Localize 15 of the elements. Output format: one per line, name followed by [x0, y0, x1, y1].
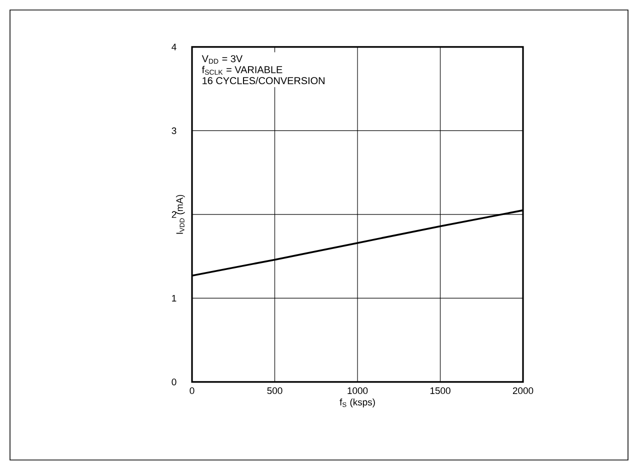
x-axis-title: f$_{S}$ (ksps) — [340, 398, 375, 408]
annotation: V$_{DD}$ = 3V — [202, 55, 243, 64]
y-axis-title: I$_{VDD}$ (mA) — [176, 194, 185, 234]
annotation: 16 CYCLES/CONVERSION — [202, 76, 324, 84]
y-tick-label: 2 — [172, 211, 176, 218]
y-tick-label: 1 — [172, 294, 176, 302]
x-tick-label: 2000 — [512, 387, 534, 394]
x-tick-label: 500 — [267, 387, 282, 394]
x-tick-label: 1500 — [430, 387, 450, 394]
annotation: f$_{SCLK}$ = VARIABLE — [202, 66, 282, 75]
y-tick-label: 0 — [172, 378, 176, 386]
y-tick-label: 4 — [172, 44, 176, 50]
x-tick-label: 1000 — [348, 387, 368, 394]
x-tick-label: 0 — [190, 387, 194, 394]
y-tick-label: 3 — [172, 127, 176, 134]
